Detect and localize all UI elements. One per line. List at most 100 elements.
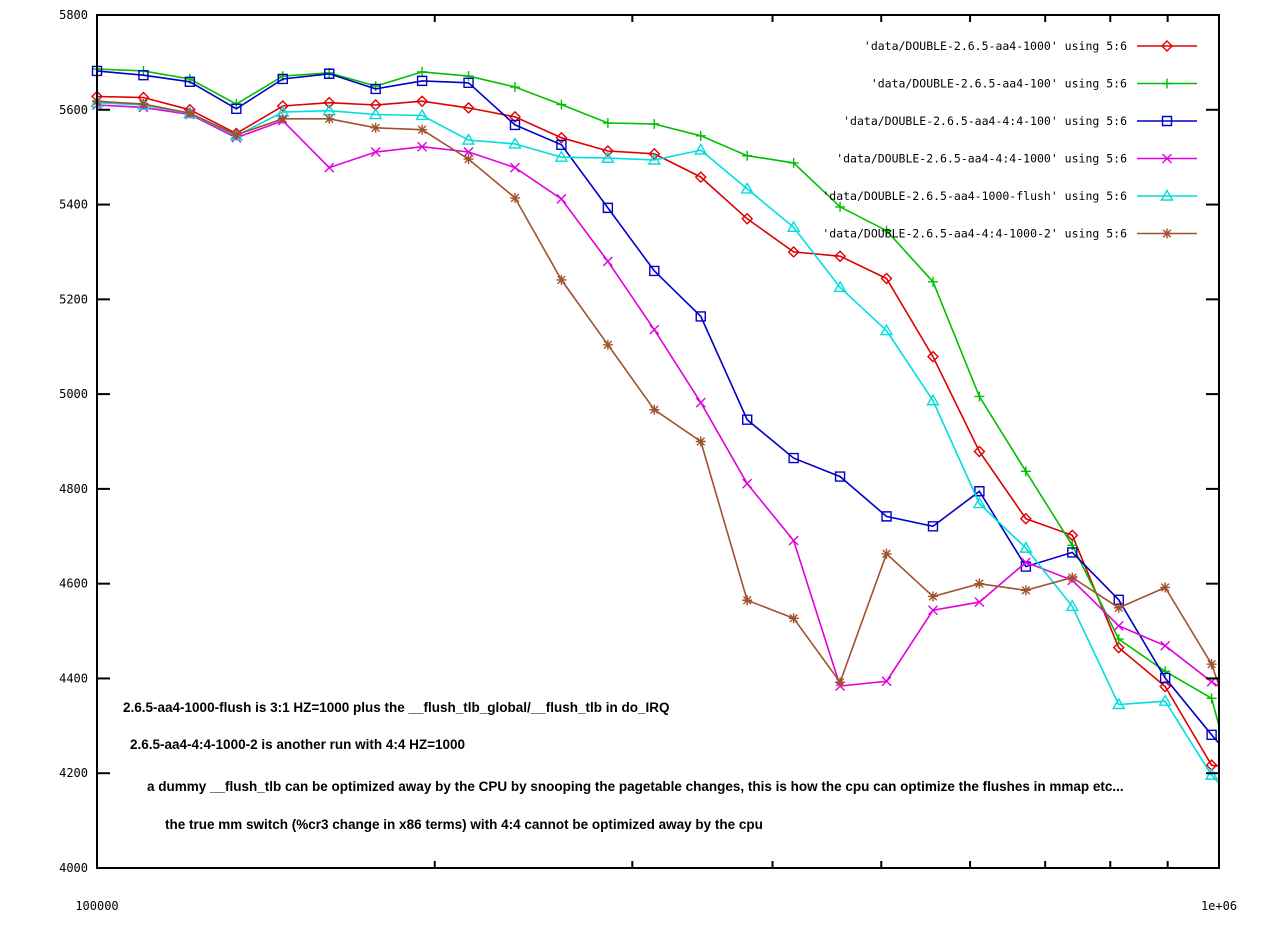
series-line-1 — [96, 68, 1220, 727]
series-line-3 — [96, 104, 1220, 688]
diamond-marker-icon — [834, 250, 847, 263]
square-marker-icon — [602, 202, 614, 214]
square-marker-icon — [834, 471, 846, 482]
star-marker-icon — [602, 339, 613, 350]
plot-border — [96, 14, 1220, 869]
annotation-line: the true mm switch (%cr3 change in x86 t… — [165, 817, 763, 832]
star-marker-icon — [1160, 582, 1171, 593]
plus-marker-icon — [1162, 78, 1172, 89]
star-marker-icon — [556, 274, 567, 285]
plus-marker-icon — [695, 130, 706, 141]
y-tick-label: 5800 — [59, 8, 88, 22]
star-marker-icon — [463, 154, 474, 165]
diamond-marker-icon — [601, 145, 614, 157]
square-marker-icon — [1161, 115, 1173, 127]
plus-marker-icon — [1020, 466, 1031, 477]
cross-marker-icon — [927, 605, 938, 616]
legend-item-label: 'data/DOUBLE-2.6.5-aa4-4:4-100' using 5:… — [843, 114, 1127, 128]
triangle-marker-icon — [1112, 697, 1126, 710]
legend-item-label: 'data/DOUBLE-2.6.5-aa4-1000' using 5:6 — [864, 39, 1127, 53]
plus-marker-icon — [974, 391, 985, 402]
diamond-marker-icon — [694, 171, 707, 184]
square-marker-icon — [741, 414, 753, 425]
diamond-marker-icon — [555, 131, 568, 144]
star-marker-icon — [277, 113, 288, 124]
legend-item-label: 'data/DOUBLE-2.6.5-aa4-1000-flush' using… — [822, 189, 1127, 203]
square-marker-icon — [556, 139, 567, 151]
square-marker-icon — [788, 452, 799, 464]
star-marker-icon — [927, 591, 938, 602]
cross-marker-icon — [881, 676, 892, 687]
legend-item-label: 'data/DOUBLE-2.6.5-aa4-4:4-1000-2' using… — [822, 227, 1127, 241]
triangle-marker-icon — [554, 150, 569, 162]
diamond-marker-icon — [926, 350, 939, 363]
square-marker-icon — [277, 73, 288, 85]
triangle-marker-icon — [833, 280, 847, 293]
diamond-marker-icon — [462, 101, 475, 114]
square-marker-icon — [1206, 729, 1217, 741]
triangle-marker-icon — [601, 151, 615, 163]
square-marker-icon — [649, 265, 660, 277]
cross-marker-icon — [324, 162, 335, 173]
plus-marker-icon — [881, 225, 892, 236]
diamond-marker-icon — [1161, 40, 1173, 52]
plus-marker-icon — [556, 99, 567, 110]
plus-marker-icon — [509, 82, 520, 93]
series-line-5 — [96, 100, 1220, 686]
diamond-marker-icon — [508, 110, 521, 123]
triangle-marker-icon — [1204, 768, 1219, 780]
square-marker-icon — [881, 511, 892, 522]
square-marker-icon — [1067, 547, 1078, 558]
cross-marker-icon — [1162, 153, 1172, 164]
plus-marker-icon — [417, 66, 428, 77]
star-marker-icon — [1162, 228, 1172, 239]
star-marker-icon — [1067, 572, 1078, 583]
cross-marker-icon — [463, 146, 474, 157]
square-marker-icon — [695, 311, 706, 322]
star-marker-icon — [695, 436, 706, 447]
y-tick-label: 4200 — [59, 766, 88, 780]
diamond-marker-icon — [323, 96, 336, 109]
diamond-marker-icon — [1112, 641, 1125, 654]
square-marker-icon — [1113, 594, 1124, 605]
diamond-marker-icon — [648, 147, 661, 160]
diamond-marker-icon — [973, 445, 986, 458]
plus-marker-icon — [1067, 540, 1078, 551]
diamond-marker-icon — [1159, 680, 1172, 693]
cross-marker-icon — [695, 397, 706, 408]
star-marker-icon — [742, 595, 753, 606]
plus-marker-icon — [742, 150, 753, 161]
legend-item-label: 'data/DOUBLE-2.6.5-aa4-4:4-1000' using 5… — [836, 152, 1127, 166]
square-marker-icon — [1159, 672, 1171, 684]
cross-marker-icon — [370, 146, 381, 157]
star-marker-icon — [370, 122, 381, 133]
triangle-marker-icon — [1160, 189, 1174, 201]
square-marker-icon — [91, 65, 103, 77]
y-tick-label: 4600 — [59, 577, 88, 591]
y-tick-label: 5600 — [59, 103, 88, 117]
square-marker-icon — [370, 83, 381, 95]
cross-marker-icon — [509, 162, 520, 173]
legend-item-label: 'data/DOUBLE-2.6.5-aa4-100' using 5:6 — [871, 77, 1127, 91]
cross-marker-icon — [788, 535, 799, 546]
y-tick-label: 4000 — [59, 861, 88, 875]
star-marker-icon — [509, 192, 520, 203]
star-marker-icon — [974, 578, 985, 589]
y-tick-label: 4800 — [59, 482, 88, 496]
square-marker-icon — [324, 68, 335, 79]
x-tick-label: 1e+06 — [1201, 899, 1237, 913]
plus-marker-icon — [1113, 634, 1124, 645]
cross-marker-icon — [742, 478, 753, 489]
annotation-line: a dummy __flush_tlb can be optimized awa… — [147, 779, 1124, 794]
square-marker-icon — [184, 76, 196, 88]
y-tick-label: 5400 — [59, 198, 88, 212]
triangle-marker-icon — [461, 133, 476, 145]
cross-marker-icon — [1113, 620, 1124, 631]
cross-marker-icon — [1160, 640, 1171, 651]
triangle-marker-icon — [1158, 694, 1172, 706]
plus-marker-icon — [602, 118, 613, 129]
square-marker-icon — [138, 69, 149, 81]
diamond-marker-icon — [416, 95, 429, 108]
plus-marker-icon — [788, 157, 799, 168]
